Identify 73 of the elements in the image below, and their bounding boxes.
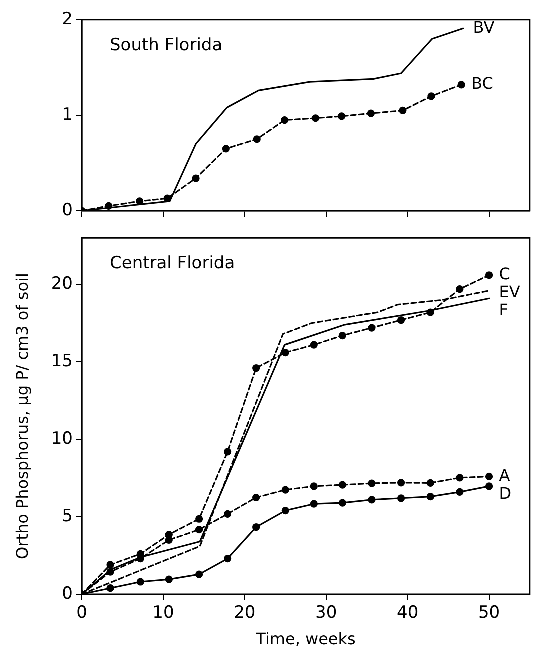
point (136, 578, 144, 586)
x-axis-title: Time, weeks (255, 630, 356, 649)
point (428, 92, 436, 100)
point (456, 488, 464, 496)
point (195, 526, 204, 534)
y-tick-label: 15 (51, 352, 73, 372)
x-tick-label: 50 (478, 603, 500, 624)
point (195, 515, 204, 523)
point (253, 136, 261, 144)
point (338, 481, 346, 489)
point (224, 554, 232, 563)
x-tick-label: 40 (397, 603, 419, 624)
point (456, 286, 464, 294)
series-label: D (499, 484, 512, 503)
text: Central Florida (110, 254, 236, 274)
point (398, 479, 406, 487)
point (338, 112, 346, 120)
y-tick-label: 2 (62, 9, 73, 30)
x-tick-label: 30 (316, 603, 338, 624)
point (426, 479, 434, 488)
point (398, 316, 406, 324)
point (165, 576, 173, 584)
point (485, 482, 494, 490)
point (282, 349, 290, 357)
series-label: BV (473, 18, 495, 37)
point (106, 584, 114, 592)
y-tick-label: 1 (62, 104, 73, 125)
point (338, 332, 346, 340)
point (136, 550, 144, 558)
y-tick-label: 0 (62, 200, 73, 220)
point (368, 324, 376, 332)
point (399, 106, 407, 115)
y-tick-label: 20 (51, 274, 73, 294)
point (426, 493, 434, 501)
point (282, 486, 290, 494)
y-tick-label: 10 (51, 428, 73, 449)
point (282, 506, 290, 515)
y-axis-title: Ortho Phosphorus, μg P/ cm3 of soil (12, 273, 32, 560)
point (310, 500, 318, 508)
point (456, 474, 464, 482)
point (252, 494, 260, 502)
series-label: BC (472, 74, 494, 94)
point (195, 570, 204, 578)
series-label: EV (499, 282, 520, 302)
text: South Florida (110, 35, 223, 56)
point (281, 116, 289, 124)
point (367, 110, 375, 118)
series-label: F (499, 300, 508, 320)
point (222, 145, 230, 153)
y-tick-label: 5 (62, 506, 73, 526)
point (485, 472, 494, 480)
point (252, 364, 260, 372)
point (310, 341, 318, 349)
point (224, 448, 232, 456)
point (312, 114, 320, 122)
x-tick-label: 20 (234, 603, 256, 624)
point (106, 561, 114, 569)
x-tick-label: 0 (76, 603, 88, 624)
point (224, 510, 232, 518)
point (338, 499, 346, 507)
point (398, 494, 406, 502)
point (458, 81, 466, 89)
point (310, 482, 318, 490)
point (136, 198, 144, 206)
point (368, 480, 376, 488)
y-tick-label: 0 (62, 584, 73, 604)
point (252, 524, 260, 532)
series-label: C (499, 264, 510, 284)
x-tick-label: 10 (152, 603, 174, 624)
point (192, 174, 200, 182)
point (485, 272, 494, 280)
series-label: A (499, 466, 510, 485)
point (368, 496, 376, 504)
